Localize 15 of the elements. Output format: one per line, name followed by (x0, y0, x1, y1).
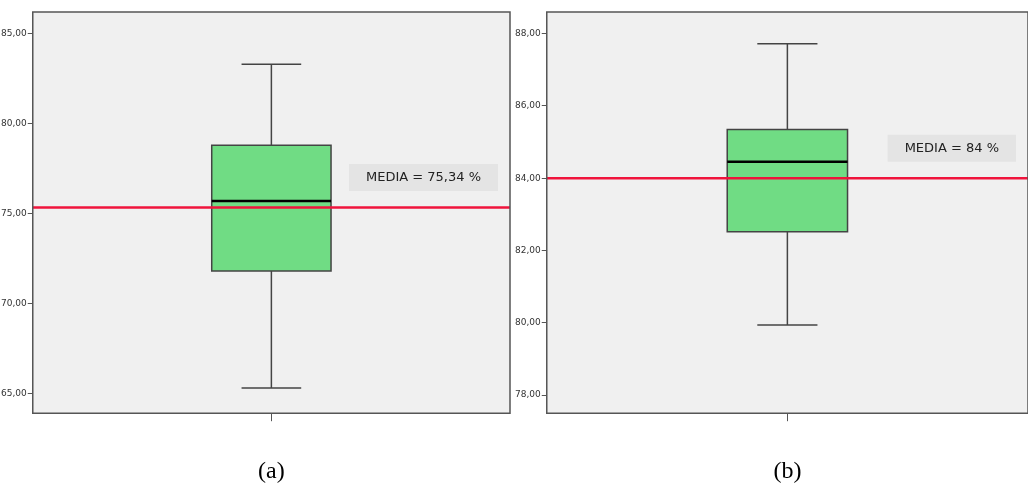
x-axis-title: (a) (258, 456, 285, 483)
y-tick-label: 65,00 (1, 387, 28, 398)
y-tick-label: 88,00 (515, 28, 542, 39)
y-tick-label: 70,00 (1, 297, 28, 308)
ref-line-label: MEDIA = 75,34 % (365, 168, 481, 184)
y-tick-label: 85,00 (1, 27, 28, 38)
y-tick-label: 84,00 (515, 172, 542, 183)
y-tick-label: 78,00 (515, 389, 542, 400)
y-tick-label: 82,00 (515, 244, 542, 255)
x-axis-title: (b) (773, 456, 802, 483)
y-tick-label: 86,00 (515, 100, 542, 111)
y-tick-label: 75,00 (1, 207, 28, 218)
y-tick-label: 80,00 (1, 117, 28, 128)
y-tick-label: 80,00 (515, 317, 542, 328)
ref-line-label: MEDIA = 84 % (904, 139, 999, 155)
